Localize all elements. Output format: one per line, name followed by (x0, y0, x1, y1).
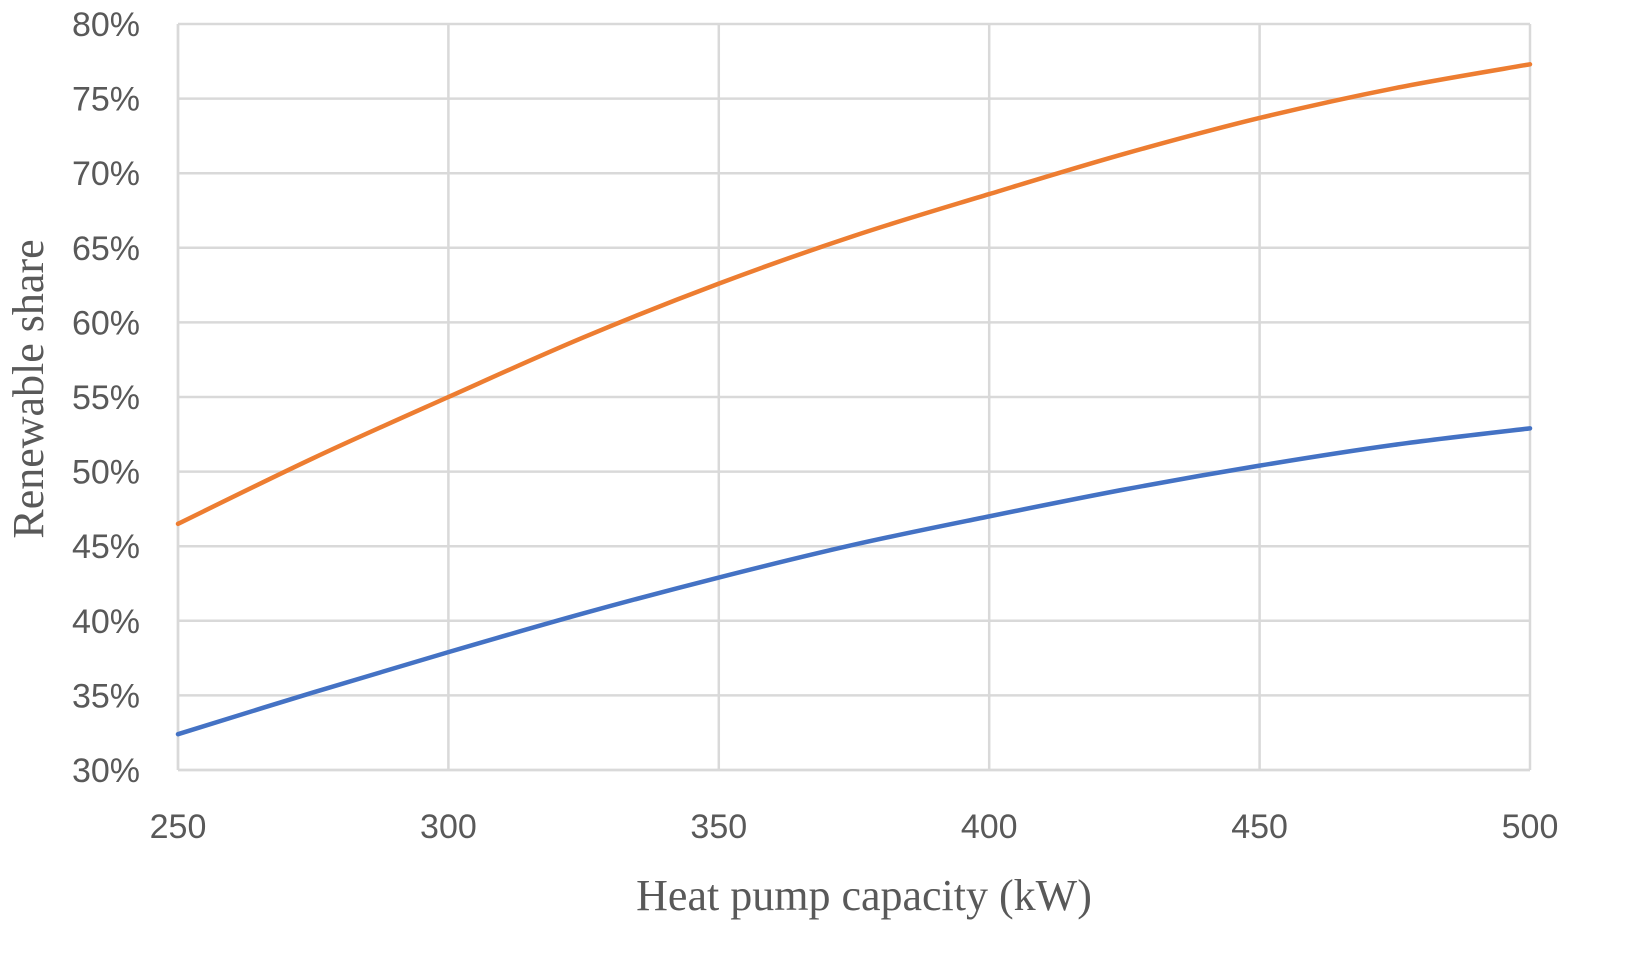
y-tick-label: 55% (72, 379, 140, 417)
series-line-orange (175, 62, 1533, 527)
x-tick-label: 400 (961, 808, 1018, 846)
y-tick-label: 35% (72, 677, 140, 715)
y-axis-title: Renewable share (4, 239, 53, 538)
axes (176, 24, 1530, 772)
series-lines (175, 62, 1533, 737)
x-tick-label: 350 (690, 808, 747, 846)
y-tick-labels: 30% 35% 40% 45% 50% 55% 60% 65% 70% 75% 80% (72, 6, 140, 790)
gridlines (176, 22, 1532, 772)
x-tick-label: 300 (420, 808, 477, 846)
y-tick-label: 50% (72, 454, 140, 492)
x-axis-title: Heat pump capacity (kW) (636, 871, 1092, 920)
x-tick-label: 250 (150, 808, 207, 846)
series-line-blue (175, 426, 1533, 737)
y-tick-label: 60% (72, 304, 140, 342)
x-tick-label: 450 (1231, 808, 1288, 846)
x-tick-labels: 250 300 350 400 450 500 (150, 808, 1559, 846)
y-tick-label: 30% (72, 752, 140, 790)
y-tick-label: 70% (72, 155, 140, 193)
x-tick-label: 500 (1502, 808, 1559, 846)
y-tick-label: 65% (72, 230, 140, 268)
y-tick-label: 75% (72, 81, 140, 119)
y-tick-label: 40% (72, 603, 140, 641)
y-tick-label: 45% (72, 528, 140, 566)
y-tick-label: 80% (72, 6, 140, 44)
